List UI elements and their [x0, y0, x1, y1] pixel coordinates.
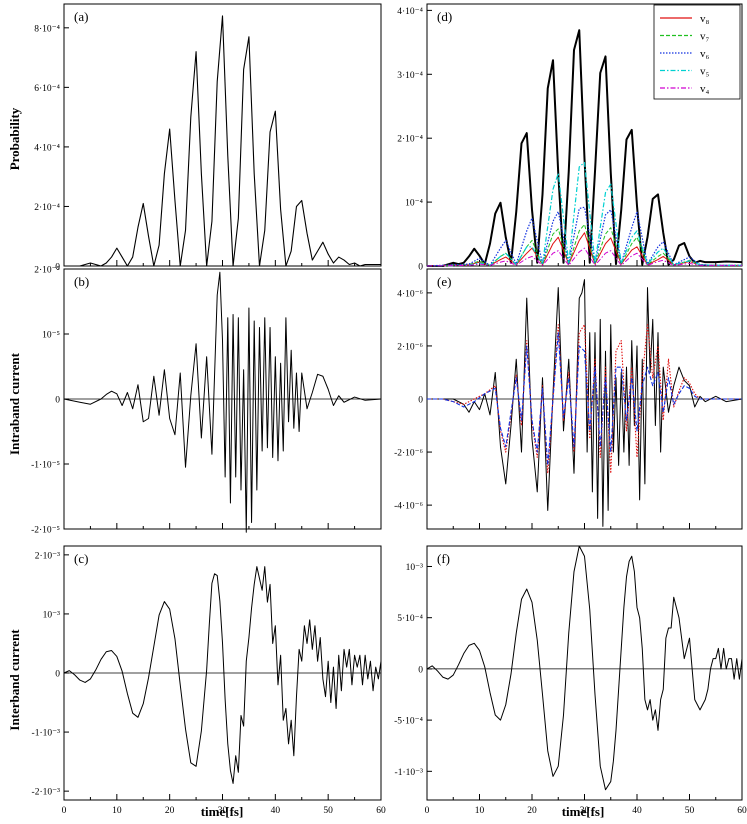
panel-label: (d) [437, 9, 452, 24]
series-line-d-3 [426, 206, 742, 267]
y-tick-label: 6·10⁻⁴ [34, 84, 60, 94]
legend-box [653, 4, 741, 100]
y-tick-label: -1·10⁻³ [32, 729, 61, 739]
panel-label: (c) [74, 551, 88, 566]
panel-f-frame [426, 545, 743, 801]
y-tick-label: 10⁻⁵ [42, 331, 60, 341]
y-tick-label: 10⁻⁴ [405, 199, 424, 209]
panel-label: (b) [74, 274, 89, 289]
y-tick-label: -4·10⁻⁶ [394, 502, 423, 512]
panel-a: 0 2·10⁻⁴ 4·10⁻⁴ 6·10⁻⁴ 8·10⁻⁴ (a) [34, 3, 382, 273]
panel-f: -1·10⁻³ -5·10⁻⁴ 0 5·10⁻⁴ 10⁻³ 0 10 20 30 40 50 60 (f… [394, 545, 747, 816]
x-axis-label-left: time[fs] [201, 804, 244, 819]
y-tick-label: 4·10⁻⁴ [397, 7, 423, 17]
series-line-f-0 [426, 545, 743, 791]
x-tick-label: 60 [376, 806, 386, 816]
x-tick-label: 0 [425, 806, 430, 816]
series-line-d-0 [427, 29, 743, 267]
panel-c: -2·10⁻³ -1·10⁻³ 0 10⁻³ 2·10⁻³ 0 10 20 30 40 50 60 (c… [32, 545, 386, 816]
y-tick-label: -1·10⁻⁵ [31, 461, 60, 471]
x-tick-label: 50 [323, 806, 333, 816]
panel-e: -4·10⁻⁶ -2·10⁻⁶ 0 2·10⁻⁶ 4·10⁻⁶ (e) [394, 268, 743, 530]
x-tick-label: 60 [737, 806, 747, 816]
x-tick-label: 10 [475, 806, 485, 816]
x-tick-label: 30 [580, 806, 590, 816]
x-axis-label-right: time[fs] [562, 804, 605, 819]
y-tick-label: 2·10⁻⁴ [34, 203, 60, 213]
row-ylabel-interband: Interband current [7, 629, 22, 731]
y-tick-label: 2·10⁻⁴ [397, 135, 423, 145]
y-tick-label: -2·10⁻⁶ [394, 449, 423, 459]
y-tick-label: -2·10⁻⁵ [31, 526, 60, 536]
x-tick-label: 20 [527, 806, 537, 816]
y-tick-label: 4·10⁻⁴ [34, 143, 60, 153]
y-tick-label: 0 [55, 670, 60, 680]
panel-label: (a) [74, 9, 88, 24]
y-tick-label: 0 [55, 263, 60, 273]
panel-label: (f) [437, 551, 450, 566]
legend-entry: v₈ [700, 13, 710, 25]
series-line-b-0 [63, 271, 382, 533]
legend-entry: v₇ [700, 31, 710, 43]
panel-a-frame [63, 3, 382, 267]
panel-d: 0 10⁻⁴ 2·10⁻⁴ 3·10⁻⁴ 4·10⁻⁴ (d) v₈ v₇ v₆ v₅ v₄ [397, 3, 743, 273]
legend-entry: v₆ [700, 48, 710, 60]
series-line-c-0 [63, 566, 382, 784]
legend-entry: v₅ [700, 66, 710, 78]
y-tick-label: 8·10⁻⁴ [34, 24, 60, 34]
x-tick-label: 20 [165, 806, 175, 816]
x-tick-label: 40 [632, 806, 642, 816]
y-tick-label: 0 [55, 396, 60, 406]
x-tick-label: 10 [112, 806, 122, 816]
row-ylabel-probability: Probability [7, 107, 22, 170]
y-tick-label: 0 [418, 665, 423, 675]
y-tick-label: 5·10⁻⁴ [397, 614, 423, 624]
x-tick-label: 30 [218, 806, 228, 816]
y-tick-label: 10⁻³ [406, 563, 424, 573]
x-tick-label: 40 [271, 806, 281, 816]
x-tick-label: 50 [685, 806, 695, 816]
series-line-d-2 [426, 223, 742, 267]
y-tick-label: -5·10⁻⁴ [394, 717, 424, 727]
row-ylabel-intraband: Intraband current [7, 352, 22, 455]
panel-b: -2·10⁻⁵ -1·10⁻⁵ 0 10⁻⁵ 2·10⁻⁵ (b) [31, 266, 382, 536]
y-tick-label: 2·10⁻⁵ [34, 266, 60, 276]
panel-label: (e) [437, 274, 451, 289]
x-tick-label: 0 [62, 806, 67, 816]
series-line-e-0 [427, 279, 743, 527]
series-line-a-0 [64, 15, 381, 267]
y-tick-label: 10⁻³ [43, 610, 61, 620]
y-tick-label: 2·10⁻⁶ [397, 342, 423, 352]
y-tick-label: -1·10⁻³ [395, 768, 424, 778]
legend: v₈ v₇ v₆ v₅ v₄ [653, 4, 741, 100]
legend-entry: v₄ [700, 83, 710, 95]
y-tick-label: 0 [418, 263, 423, 273]
series-line-e-2 [427, 332, 742, 466]
y-tick-label: 0 [418, 396, 423, 406]
series-line-d-5 [426, 247, 742, 267]
y-tick-label: 4·10⁻⁶ [397, 289, 423, 299]
y-tick-label: 2·10⁻³ [35, 551, 60, 561]
y-tick-label: -2·10⁻³ [32, 788, 61, 798]
y-tick-label: 3·10⁻⁴ [397, 71, 423, 81]
series-line-d-1 [426, 232, 742, 267]
